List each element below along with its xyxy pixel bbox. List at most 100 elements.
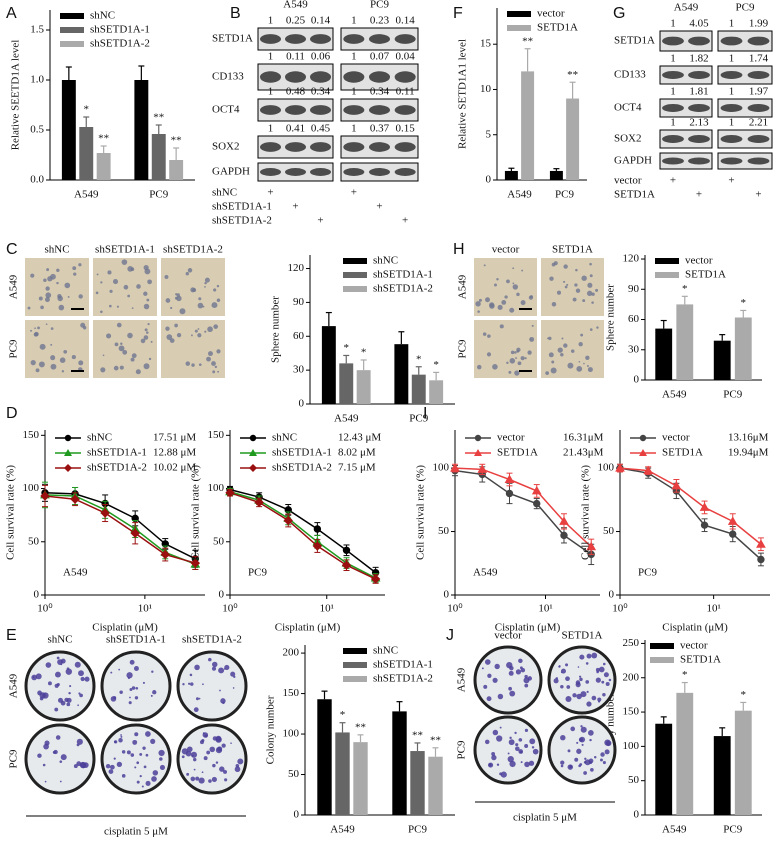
sphere <box>216 284 220 288</box>
blot-band <box>260 71 281 83</box>
blot-band <box>285 142 306 152</box>
colony <box>212 763 216 768</box>
sphere <box>477 310 480 313</box>
y-tick-label: 90 <box>293 296 305 308</box>
panel-label: H <box>453 241 465 258</box>
colony <box>211 776 217 783</box>
colony <box>142 681 145 684</box>
panel-label: F <box>453 5 463 22</box>
colony <box>209 746 216 753</box>
blot-frame <box>717 30 773 52</box>
colony <box>56 656 60 660</box>
colony <box>496 735 503 742</box>
blot-frame <box>717 152 773 170</box>
x-tick-label: PC9 <box>409 413 428 425</box>
colony <box>576 741 579 744</box>
blot-band <box>394 105 416 115</box>
sphere <box>144 268 151 275</box>
panel-label: B <box>230 5 241 22</box>
sphere <box>120 342 123 345</box>
significance: ** <box>567 69 578 81</box>
line <box>44 495 196 564</box>
image-caption: cisplatin 5 μM <box>513 812 577 824</box>
legend-label: SETD1A <box>537 22 578 34</box>
line <box>619 467 762 561</box>
sphere <box>570 349 575 353</box>
bar <box>335 732 350 815</box>
marker <box>70 494 80 504</box>
legend-label: shNC <box>373 255 398 267</box>
colony <box>201 738 205 743</box>
legend-label: SETD1A <box>685 269 726 281</box>
blot-band <box>343 168 365 176</box>
colony <box>84 676 90 682</box>
sphere <box>127 332 133 339</box>
x-tick-label: PC9 <box>408 824 427 836</box>
sphere <box>30 329 33 332</box>
sphere <box>529 295 533 298</box>
sphere <box>496 277 499 281</box>
blot-ratio: 1 <box>351 15 357 27</box>
blot-band <box>343 34 365 44</box>
sphere <box>214 365 218 369</box>
blot-band <box>394 34 416 44</box>
blot-ratio: 1.97 <box>749 86 769 98</box>
colony <box>55 735 61 740</box>
colony <box>80 676 85 682</box>
sphere <box>30 273 35 278</box>
colony <box>150 738 156 744</box>
sphere <box>483 264 486 267</box>
legend-swatch <box>343 662 367 668</box>
sphere <box>96 273 99 276</box>
sphere <box>489 303 495 309</box>
colony <box>492 729 499 736</box>
y-tick-label: 1.5 <box>30 24 44 36</box>
x-tick-label: A549 <box>330 824 355 836</box>
colony <box>150 694 153 697</box>
sphere <box>122 349 128 355</box>
colony <box>515 669 522 675</box>
sphere <box>135 369 141 375</box>
blot-band <box>260 105 281 115</box>
colony <box>508 670 514 676</box>
y-tick-label: 120 <box>623 253 640 265</box>
marker <box>130 528 140 538</box>
image-column-label: shNC <box>44 244 69 256</box>
blot-band <box>688 71 710 79</box>
sphere <box>509 307 515 313</box>
sphere <box>174 323 178 328</box>
colony <box>134 732 139 737</box>
colony <box>560 734 566 741</box>
sphere <box>596 326 599 329</box>
colony <box>565 676 570 682</box>
sphere <box>517 361 522 366</box>
x-tick-label: PC9 <box>555 189 574 201</box>
legend-label: vector <box>537 8 565 20</box>
colony <box>483 684 488 689</box>
colony <box>181 748 189 755</box>
colony <box>586 701 592 707</box>
blot-ratio: 0.11 <box>396 86 415 98</box>
colony <box>136 761 140 765</box>
sphere <box>107 270 112 275</box>
colony <box>508 686 512 691</box>
colony <box>488 762 494 768</box>
sphere <box>508 370 512 374</box>
sphere <box>198 363 202 366</box>
legend-label: shNC <box>373 645 398 657</box>
bar <box>429 380 444 404</box>
colony <box>602 761 606 765</box>
sphere <box>56 281 59 285</box>
colony <box>132 739 138 745</box>
bar <box>353 742 368 815</box>
legend-ic50: 12.43 μM <box>338 432 381 444</box>
blot-band <box>747 157 770 165</box>
colony <box>158 749 165 757</box>
sphere <box>174 296 178 300</box>
legend-ic50: 19.94μM <box>728 447 769 459</box>
legend-marker <box>639 434 647 442</box>
colony <box>78 692 81 695</box>
sphere <box>204 286 206 288</box>
sphere <box>501 300 507 305</box>
sphere <box>516 292 520 297</box>
